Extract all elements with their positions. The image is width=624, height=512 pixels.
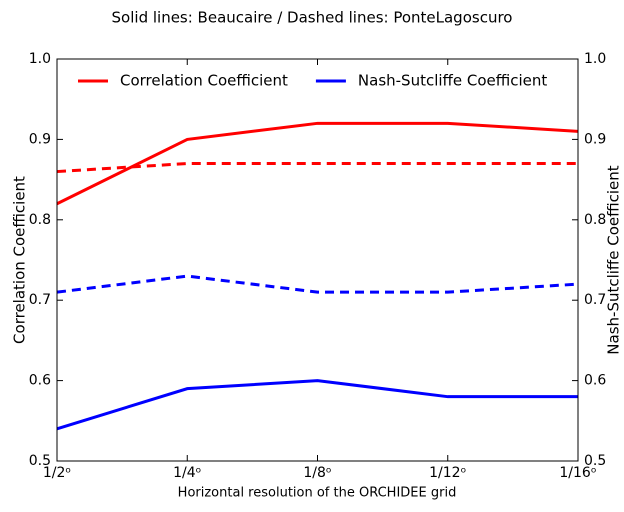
series-line — [56, 274, 579, 294]
y-tick-label: 0.8 — [584, 212, 606, 228]
y-axis-label: Correlation Coefficient — [11, 176, 29, 344]
x-tick-label: 1/12ᵒ — [429, 465, 466, 481]
y-tick-label: 0.5 — [584, 453, 606, 469]
y-tick-label: 0.9 — [29, 131, 51, 147]
y-tick-label: 0.7 — [29, 292, 51, 308]
x-tick-label: 1/4ᵒ — [173, 465, 201, 481]
series-line — [56, 379, 578, 431]
y2-axis-label: Nash-Sutcliffe Coefficient — [605, 165, 623, 355]
x-tick-label: 1/16ᵒ — [559, 465, 596, 481]
y-tick-label: 0.5 — [29, 453, 51, 469]
x-axis-label: Horizontal resolution of the ORCHIDEE gr… — [178, 486, 457, 501]
y-tick-label: 0.8 — [29, 212, 51, 228]
y-tick-label: 0.6 — [584, 373, 606, 389]
series-line — [56, 121, 579, 206]
legend-label: Nash-Sutcliffe Coefficient — [358, 72, 548, 90]
y-tick-label: 0.7 — [584, 292, 606, 308]
y-tick-label: 1.0 — [584, 51, 606, 67]
x-tick-label: 1/2ᵒ — [43, 465, 71, 481]
legend-label: Correlation Coefficient — [120, 72, 288, 90]
y-tick-label: 0.9 — [584, 131, 606, 147]
x-tick-label: 1/8ᵒ — [303, 465, 331, 481]
y-tick-label: 1.0 — [29, 51, 51, 67]
y-tick-label: 0.6 — [29, 373, 51, 389]
chart-title: Solid lines: Beaucaire / Dashed lines: P… — [112, 9, 513, 27]
plot-frame — [56, 58, 579, 462]
series-line — [56, 162, 578, 174]
